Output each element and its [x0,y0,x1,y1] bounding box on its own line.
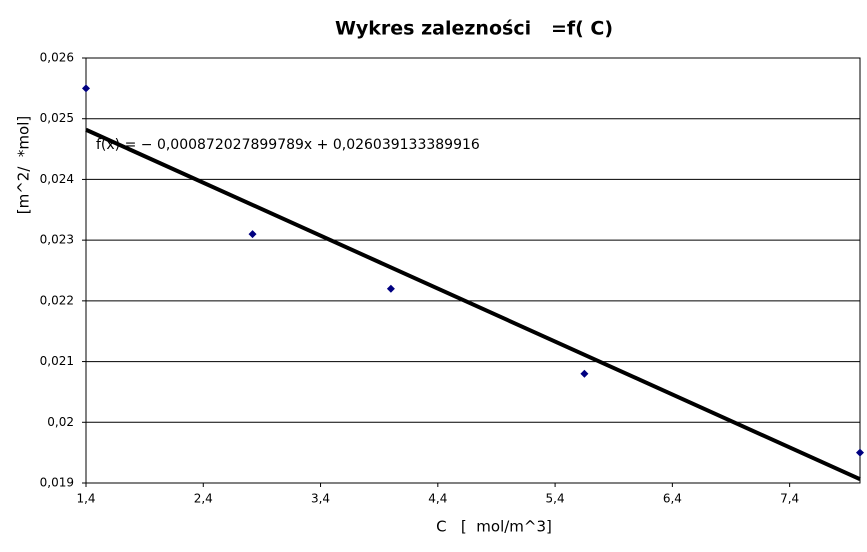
chart-title: Wykres zalezności =f( C) [335,18,613,40]
x-tick-label: 7,4 [780,492,799,506]
trendline-label: f(x) = − 0,000872027899789x + 0,02603913… [96,137,480,153]
point [386,284,395,293]
x-tick-label: 1,4 [76,492,95,506]
y-tick-label: 0,02 [47,415,74,429]
point [82,84,90,93]
y-tick-label: 0,022 [40,293,74,307]
y-tick-label: 0,026 [40,51,74,65]
x-tick-label: 5,4 [546,492,565,506]
point [248,230,257,239]
plot-border [85,57,861,484]
y-tick-label: 0,021 [40,354,74,368]
x-tick-label: 3,4 [311,492,330,506]
y-tick-label: 0,019 [40,476,74,490]
y-axis-label: [m^2/ *mol] [15,116,33,214]
y-tick-label: 0,023 [40,233,74,247]
x-tick-label: 4,4 [428,492,447,506]
trendline [85,127,861,482]
x-axis-label: C [ mol/m^3] [436,518,552,536]
point [856,448,864,457]
y-tick-label: 0,024 [40,172,74,186]
x-tick-label: 2,4 [194,492,213,506]
point [580,369,589,378]
x-tick-label: 6,4 [663,492,682,506]
y-tick-label: 0,025 [40,111,74,125]
